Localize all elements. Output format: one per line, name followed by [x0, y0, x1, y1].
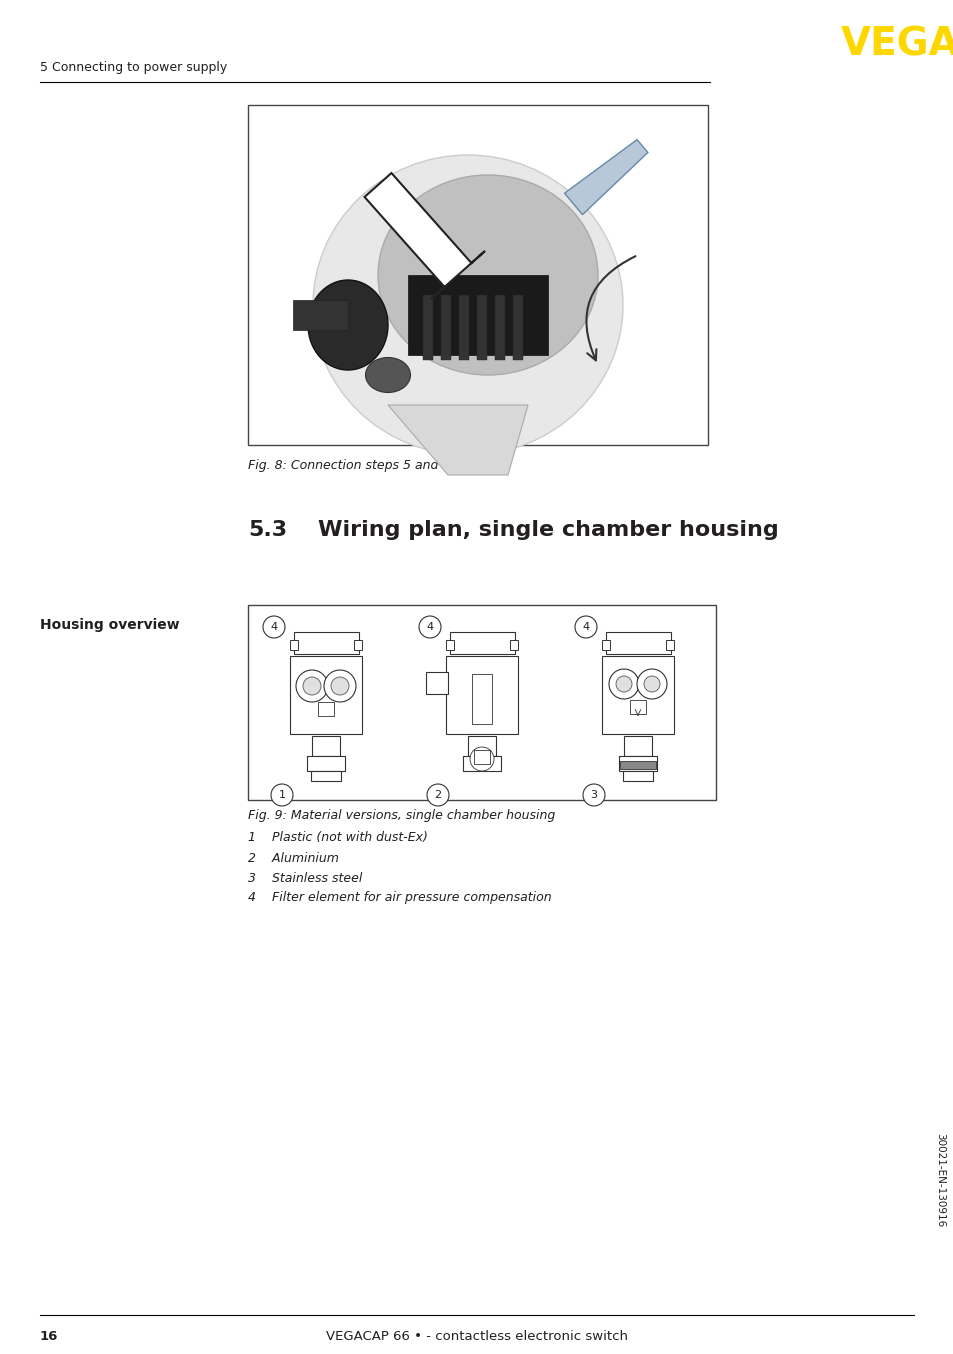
Circle shape: [470, 747, 494, 770]
Bar: [248, 605, 716, 800]
Circle shape: [263, 616, 285, 638]
Text: 3: 3: [590, 789, 597, 800]
Text: 30021-EN-130916: 30021-EN-130916: [934, 1133, 944, 1227]
Text: 4: 4: [582, 621, 589, 632]
Circle shape: [271, 784, 293, 806]
Text: Fig. 9: Material versions, single chamber housing: Fig. 9: Material versions, single chambe…: [248, 808, 555, 822]
Text: 4: 4: [270, 621, 277, 632]
Circle shape: [331, 677, 349, 695]
Text: 3    Stainless steel: 3 Stainless steel: [248, 872, 362, 884]
Text: Fig. 8: Connection steps 5 and 6: Fig. 8: Connection steps 5 and 6: [248, 459, 450, 471]
Bar: [307, 756, 345, 770]
Bar: [458, 295, 469, 360]
Bar: [440, 295, 451, 360]
Text: 5.3: 5.3: [248, 520, 287, 540]
Text: 5 Connecting to power supply: 5 Connecting to power supply: [40, 61, 227, 74]
Bar: [290, 655, 361, 734]
Bar: [474, 750, 490, 764]
Bar: [311, 770, 340, 781]
Bar: [354, 640, 361, 650]
Bar: [450, 632, 515, 654]
Bar: [294, 632, 358, 654]
Bar: [665, 640, 673, 650]
Bar: [426, 672, 448, 695]
Ellipse shape: [313, 154, 622, 455]
Ellipse shape: [377, 175, 598, 375]
Text: 1: 1: [278, 789, 285, 800]
Bar: [601, 655, 673, 734]
Circle shape: [427, 784, 449, 806]
Bar: [317, 701, 334, 716]
Bar: [495, 295, 504, 360]
Text: 1    Plastic (not with dust-Ex): 1 Plastic (not with dust-Ex): [248, 831, 428, 845]
Polygon shape: [388, 405, 527, 475]
Text: 2: 2: [434, 789, 441, 800]
Circle shape: [303, 677, 320, 695]
Circle shape: [582, 784, 604, 806]
Bar: [605, 632, 670, 654]
Polygon shape: [364, 173, 484, 299]
Polygon shape: [564, 139, 647, 215]
Text: 2    Aluminium: 2 Aluminium: [248, 852, 338, 864]
Ellipse shape: [308, 280, 388, 370]
Circle shape: [643, 676, 659, 692]
Circle shape: [616, 676, 631, 692]
Text: VEGACAP 66 • - contactless electronic switch: VEGACAP 66 • - contactless electronic sw…: [326, 1330, 627, 1343]
Circle shape: [608, 669, 639, 699]
Bar: [601, 640, 609, 650]
Text: Housing overview: Housing overview: [40, 617, 179, 632]
Circle shape: [637, 669, 666, 699]
Bar: [408, 275, 547, 355]
Circle shape: [295, 670, 328, 701]
Bar: [619, 761, 656, 769]
Bar: [462, 756, 500, 770]
Bar: [248, 106, 707, 445]
Bar: [446, 655, 517, 734]
Bar: [293, 301, 348, 330]
Bar: [290, 640, 297, 650]
Circle shape: [575, 616, 597, 638]
Text: 4    Filter element for air pressure compensation: 4 Filter element for air pressure compen…: [248, 891, 551, 904]
Circle shape: [418, 616, 440, 638]
Bar: [422, 295, 433, 360]
Bar: [629, 700, 645, 714]
Text: VEGA: VEGA: [840, 26, 953, 64]
Bar: [472, 674, 492, 724]
Bar: [476, 295, 486, 360]
Text: 16: 16: [40, 1330, 58, 1343]
Ellipse shape: [365, 357, 410, 393]
Bar: [622, 770, 652, 781]
Bar: [446, 640, 454, 650]
Bar: [312, 737, 339, 756]
Bar: [510, 640, 517, 650]
FancyArrowPatch shape: [586, 256, 635, 360]
Circle shape: [324, 670, 355, 701]
Bar: [468, 737, 496, 756]
Text: 4: 4: [426, 621, 433, 632]
Text: Wiring plan, single chamber housing: Wiring plan, single chamber housing: [317, 520, 778, 540]
Bar: [623, 737, 651, 756]
Bar: [513, 295, 522, 360]
Bar: [618, 756, 657, 770]
